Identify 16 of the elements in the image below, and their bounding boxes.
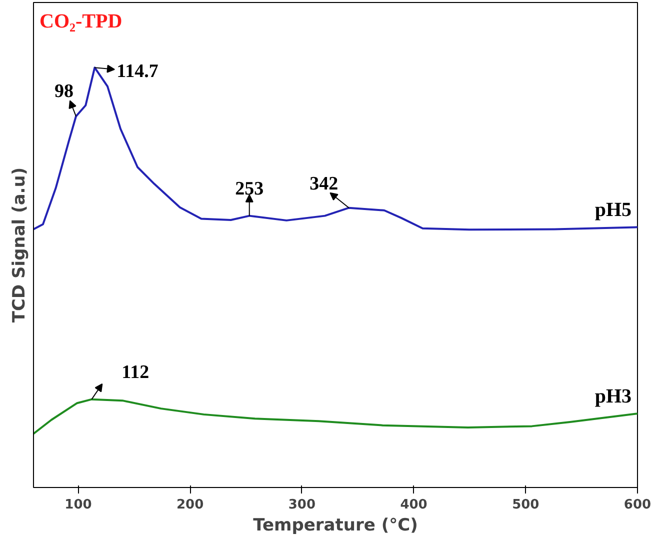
annotation: 112	[122, 362, 150, 383]
x-tick-label: 500	[512, 498, 540, 512]
y-axis-title: TCD Signal (a.u)	[10, 167, 30, 323]
x-tick-label: 400	[400, 498, 428, 512]
series-label: pH5	[594, 199, 632, 222]
chart-title: CO₂-TPD	[40, 10, 122, 32]
series-label: pH3	[594, 386, 632, 408]
annotation: 342	[310, 173, 338, 194]
x-tick-label: 100	[64, 498, 92, 512]
x-tick-label: 600	[624, 498, 652, 512]
annotation: 253	[235, 178, 264, 200]
x-tick-label: 300	[288, 498, 316, 512]
annotation: 98	[54, 80, 74, 102]
annotation: 114.7	[116, 61, 159, 82]
x-axis-title: Temperature (°C)	[253, 516, 418, 536]
x-tick-label: 200	[176, 498, 204, 512]
